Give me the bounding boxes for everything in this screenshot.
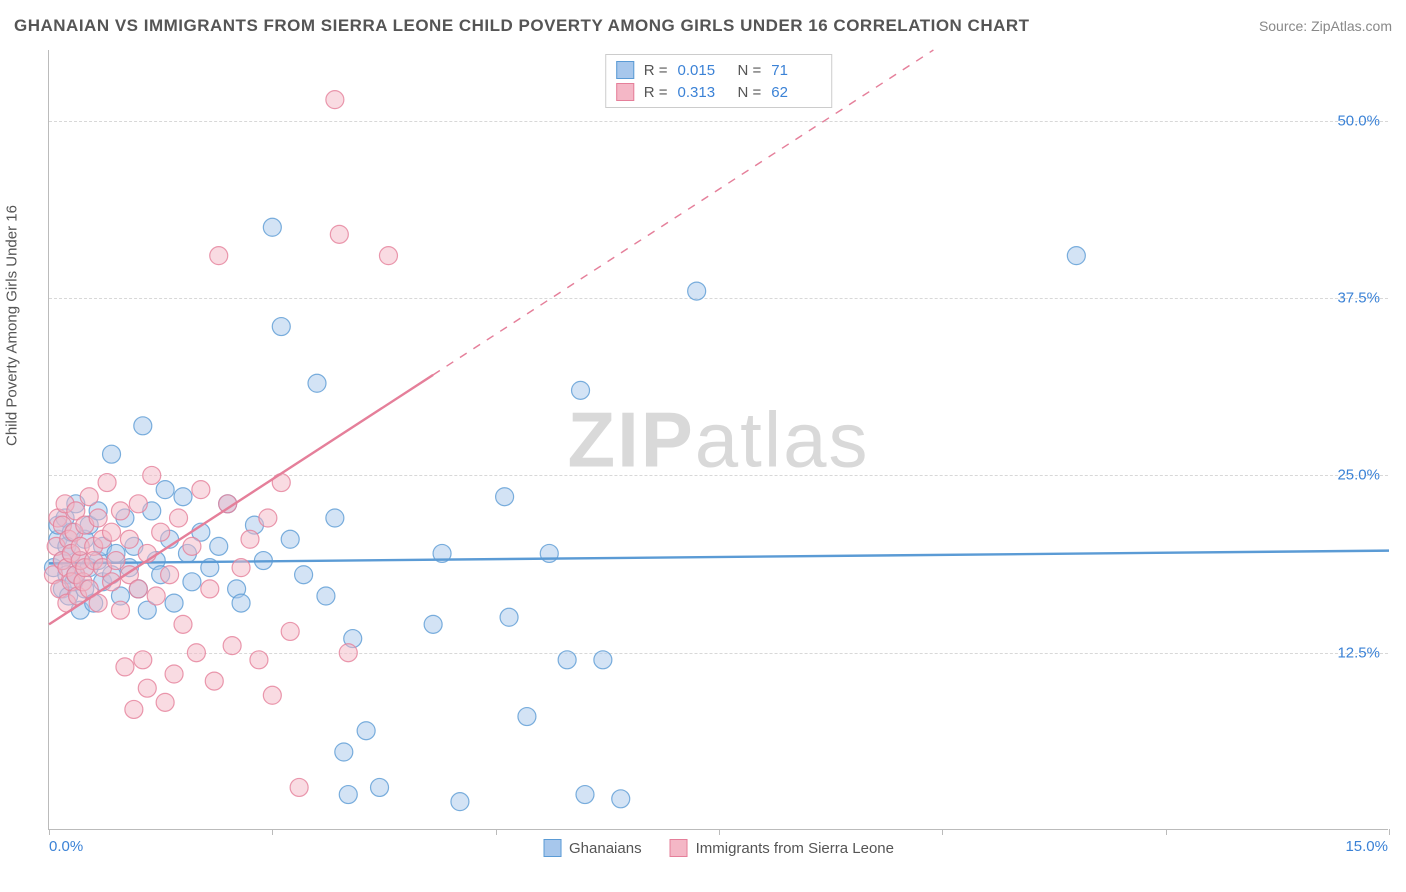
- correlation-legend: R = 0.015 N = 71 R = 0.313 N = 62: [605, 54, 833, 108]
- x-tick-min: 0.0%: [49, 838, 83, 855]
- chart-container: GHANAIAN VS IMMIGRANTS FROM SIERRA LEONE…: [0, 0, 1406, 892]
- scatter-svg: [49, 50, 1389, 830]
- chart-title: GHANAIAN VS IMMIGRANTS FROM SIERRA LEONE…: [14, 16, 1030, 36]
- legend-label: Immigrants from Sierra Leone: [696, 840, 894, 857]
- legend-item-ghanaians: Ghanaians: [543, 839, 642, 857]
- y-axis-label: Child Poverty Among Girls Under 16: [4, 205, 21, 446]
- plot-area: ZIPatlas 12.5%25.0%37.5%50.0% 0.0% 15.0%…: [48, 50, 1388, 830]
- correlation-legend-row: R = 0.313 N = 62: [616, 81, 822, 103]
- x-tick-max: 15.0%: [1345, 838, 1388, 855]
- legend-swatch-ghanaians: [616, 61, 634, 79]
- legend-item-sierra-leone: Immigrants from Sierra Leone: [670, 839, 894, 857]
- legend-swatch-ghanaians: [543, 839, 561, 857]
- legend-swatch-sierra-leone: [670, 839, 688, 857]
- correlation-legend-row: R = 0.015 N = 71: [616, 59, 822, 81]
- series-legend: Ghanaians Immigrants from Sierra Leone: [543, 839, 894, 857]
- legend-label: Ghanaians: [569, 840, 642, 857]
- source-attribution: Source: ZipAtlas.com: [1259, 18, 1392, 34]
- legend-swatch-sierra-leone: [616, 83, 634, 101]
